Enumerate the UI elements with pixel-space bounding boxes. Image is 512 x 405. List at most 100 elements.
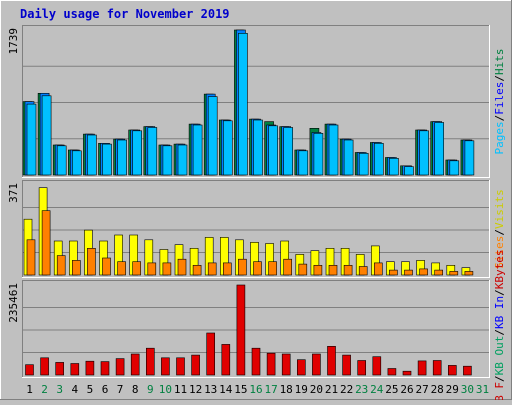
legend-entry: /	[493, 229, 506, 236]
bar-pages-day-10	[162, 145, 173, 176]
bar-kbytes-day-17	[266, 352, 276, 376]
bar-pages-day-22	[343, 139, 354, 176]
bar-pages-day-26	[404, 166, 414, 176]
bar-pages-day-29	[449, 160, 460, 176]
x-tick-label-day-6: 6	[102, 383, 109, 396]
bar-kbytes-day-28	[432, 360, 442, 376]
bar-pages-day-8	[132, 130, 142, 176]
legend-entry: Files	[493, 82, 506, 115]
bar-kbytes-day-10	[161, 357, 170, 376]
bar-pages-day-3	[56, 145, 67, 176]
bar-kbytes-day-27	[417, 360, 427, 376]
x-tick-label-day-21: 21	[325, 383, 338, 396]
x-tick-label-day-4: 4	[71, 383, 78, 396]
legend-entry: KBytes	[493, 250, 506, 290]
x-tick-label-day-24: 24	[370, 383, 384, 396]
bar-pages-day-17	[268, 125, 278, 176]
bar-sites-day-22	[343, 264, 353, 276]
bar-pages-day-20	[313, 133, 324, 176]
bar-kbytes-day-21	[327, 345, 336, 376]
x-tick-label-day-12: 12	[189, 383, 202, 396]
x-tick-label-day-5: 5	[87, 383, 94, 396]
legend-entry: /	[493, 289, 506, 296]
bar-kbytes-day-6	[100, 361, 110, 376]
x-tick-label-day-11: 11	[174, 383, 187, 396]
bar-kbytes-day-1	[25, 364, 34, 376]
bar-sites-day-25	[389, 269, 398, 276]
x-tick-label-day-8: 8	[132, 383, 139, 396]
bar-pages-day-19	[298, 150, 309, 176]
panel-legend: kB F/KB Out/KB In/KBytes	[493, 250, 506, 401]
bar-kbytes-day-5	[85, 360, 95, 376]
bar-kbytes-day-25	[387, 368, 397, 376]
legend-entry: Visits	[493, 189, 506, 229]
y-axis-max-label: 235461	[7, 283, 20, 323]
bar-pages-day-27	[419, 130, 429, 176]
bar-sites-day-17	[268, 261, 277, 276]
y-axis-max-label: 371	[7, 183, 20, 203]
bar-pages-day-24	[373, 143, 384, 176]
bar-sites-day-28	[434, 269, 444, 276]
bar-pages-day-7	[117, 139, 127, 176]
bar-pages-day-5	[87, 134, 97, 176]
bar-sites-day-24	[373, 262, 383, 276]
x-tick-label-day-30: 30	[461, 383, 474, 396]
legend-entry: Hits	[493, 49, 506, 76]
panel-1: 1739 Pages/Files/Hits	[7, 25, 506, 178]
bar-pages-day-28	[434, 122, 445, 176]
bar-pages-day-25	[389, 158, 399, 176]
bar-pages-day-30	[464, 140, 475, 176]
bar-kbytes-day-19	[296, 359, 306, 376]
legend-entry: kB F	[493, 382, 506, 400]
bar-pages-day-11	[177, 144, 188, 176]
bar-kbytes-day-30	[463, 365, 472, 376]
bar-pages-day-6	[102, 143, 112, 176]
bar-sites-day-23	[358, 266, 368, 276]
x-tick-label-day-26: 26	[400, 383, 413, 396]
bar-kbytes-day-18	[281, 353, 291, 376]
bar-pages-day-16	[253, 119, 263, 176]
bar-pages-day-12	[192, 124, 203, 176]
x-tick-label-day-1: 1	[26, 383, 33, 396]
bar-sites-day-14	[223, 262, 232, 276]
bar-kbytes-day-16	[251, 347, 261, 376]
bar-kbytes-day-4	[70, 363, 80, 376]
bar-kbytes-day-7	[115, 358, 125, 376]
bar-kbytes-day-24	[372, 356, 382, 376]
x-tick-label-day-31: 31	[476, 383, 489, 396]
bar-pages-day-14	[223, 120, 233, 176]
bar-kbytes-day-2	[40, 357, 49, 376]
x-tick-label-day-15: 15	[234, 383, 247, 396]
legend-entry: Pages	[493, 121, 506, 154]
legend-entry: KB In	[493, 296, 506, 329]
bar-pages-day-1	[26, 103, 37, 176]
bar-sites-day-18	[283, 258, 293, 276]
bar-kbytes-day-8	[130, 353, 140, 376]
bar-kbytes-day-3	[55, 362, 65, 376]
bar-kbytes-day-26	[402, 370, 412, 376]
bar-pages-day-21	[328, 124, 339, 176]
bar-pages-day-23	[358, 153, 369, 176]
bar-kbytes-day-29	[447, 365, 457, 376]
bar-pages-day-9	[147, 127, 158, 176]
legend-entry: /	[493, 329, 506, 336]
x-tick-label-day-29: 29	[446, 383, 459, 396]
bar-kbytes-day-20	[312, 353, 321, 376]
panel-2: 371 Sites/Visits	[7, 180, 506, 278]
bar-sites-day-9	[147, 262, 157, 276]
chart-title: Daily usage for November 2019	[20, 7, 230, 21]
chart-panels: 1739Pages/Files/Hits371Sites/Visits23546…	[7, 25, 506, 405]
bar-sites-day-21	[328, 264, 338, 276]
bar-sites-day-29	[449, 271, 459, 276]
panel-legend: Pages/Files/Hits	[493, 49, 506, 155]
x-tick-label-day-25: 25	[385, 383, 398, 396]
legend-entry: KB Out	[493, 336, 506, 376]
x-tick-label-day-2: 2	[41, 383, 48, 396]
bar-sites-day-11	[177, 258, 187, 276]
bar-sites-day-2	[41, 210, 51, 276]
bar-sites-day-6	[102, 257, 111, 276]
bar-pages-day-4	[72, 150, 82, 176]
y-axis-max-label: 1739	[7, 28, 20, 55]
